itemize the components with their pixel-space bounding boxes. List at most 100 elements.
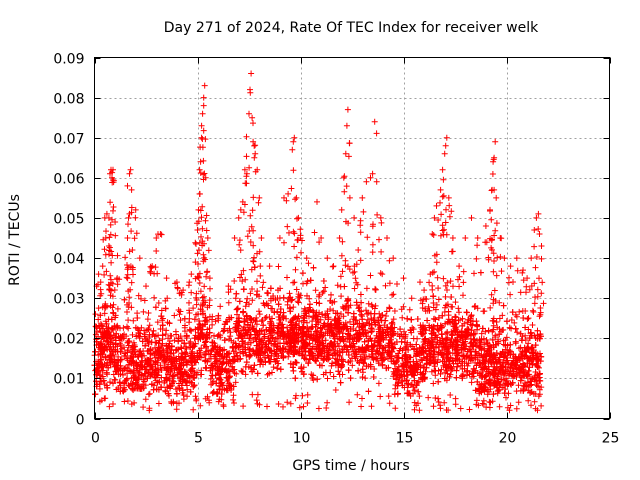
data-point — [304, 292, 310, 299]
data-point — [274, 355, 281, 362]
data-point — [161, 352, 168, 359]
data-point — [518, 337, 525, 343]
data-point — [393, 359, 400, 366]
data-point — [226, 368, 233, 375]
data-point — [309, 350, 316, 357]
data-point — [201, 342, 208, 349]
data-point — [254, 350, 261, 357]
data-point — [112, 334, 118, 341]
data-point — [232, 379, 239, 386]
data-point — [465, 326, 472, 333]
data-point — [134, 362, 141, 369]
data-point — [287, 308, 294, 315]
data-point — [394, 382, 401, 389]
data-point — [494, 324, 501, 331]
data-point — [443, 336, 450, 343]
data-point — [435, 378, 442, 385]
data-point — [363, 333, 370, 340]
data-point — [324, 310, 331, 317]
data-point — [314, 376, 321, 383]
data-point — [142, 366, 149, 373]
data-point — [519, 363, 526, 370]
data-point — [504, 342, 511, 349]
data-point — [424, 317, 431, 324]
data-point — [117, 342, 124, 348]
data-point — [306, 340, 313, 347]
data-point — [197, 306, 204, 313]
data-point — [242, 371, 249, 378]
data-point — [327, 347, 334, 354]
data-point — [177, 375, 183, 382]
data-point — [253, 321, 260, 328]
data-point — [307, 306, 314, 313]
data-point — [514, 329, 521, 336]
data-point — [446, 358, 453, 365]
data-point — [272, 296, 279, 303]
data-point — [230, 366, 237, 373]
data-point — [455, 305, 462, 312]
data-point — [178, 382, 185, 389]
data-point — [390, 368, 397, 375]
data-point — [453, 367, 460, 374]
data-point — [437, 370, 444, 377]
data-point — [456, 357, 463, 363]
data-point — [411, 346, 418, 353]
data-point — [130, 380, 137, 387]
data-point — [237, 355, 244, 362]
data-point — [158, 343, 165, 349]
scatter-points — [91, 70, 547, 414]
data-point — [378, 355, 384, 362]
data-point — [532, 342, 539, 349]
data-point — [226, 336, 232, 343]
data-point — [386, 280, 393, 287]
data-point — [168, 346, 175, 353]
data-point — [244, 295, 251, 302]
data-point — [191, 358, 198, 364]
data-point — [395, 368, 402, 375]
data-point — [158, 351, 165, 358]
data-point — [117, 388, 124, 395]
data-point — [207, 367, 214, 374]
data-point — [399, 363, 406, 370]
data-point — [298, 345, 305, 352]
data-point — [178, 370, 185, 377]
data-point — [411, 387, 418, 394]
data-point — [223, 385, 230, 392]
data-point — [503, 334, 510, 341]
data-point — [448, 336, 455, 342]
data-point — [216, 371, 222, 378]
data-point — [142, 342, 149, 349]
data-point — [474, 337, 480, 344]
data-point — [461, 365, 468, 372]
data-point — [172, 328, 179, 335]
data-point — [404, 315, 411, 322]
data-point — [226, 350, 233, 357]
data-point — [345, 359, 352, 366]
data-point — [379, 345, 386, 352]
data-point — [237, 349, 243, 356]
data-point — [347, 375, 354, 382]
data-point — [263, 314, 270, 320]
data-point — [116, 379, 123, 386]
data-point — [268, 305, 274, 312]
data-point — [230, 348, 237, 355]
data-point — [409, 371, 416, 378]
data-point — [103, 369, 110, 376]
data-point — [439, 312, 446, 319]
data-point — [476, 388, 483, 395]
data-point — [512, 325, 519, 332]
data-point — [267, 318, 274, 325]
data-point — [481, 374, 488, 381]
data-point — [526, 364, 533, 371]
data-point — [426, 339, 433, 345]
data-point — [398, 338, 405, 345]
data-point — [234, 306, 241, 313]
data-point — [177, 366, 184, 373]
data-point — [125, 361, 132, 368]
data-point — [153, 367, 160, 374]
data-point — [217, 303, 224, 310]
data-point — [454, 341, 461, 348]
data-point — [188, 372, 194, 379]
data-point — [498, 376, 505, 383]
data-point — [390, 328, 397, 335]
